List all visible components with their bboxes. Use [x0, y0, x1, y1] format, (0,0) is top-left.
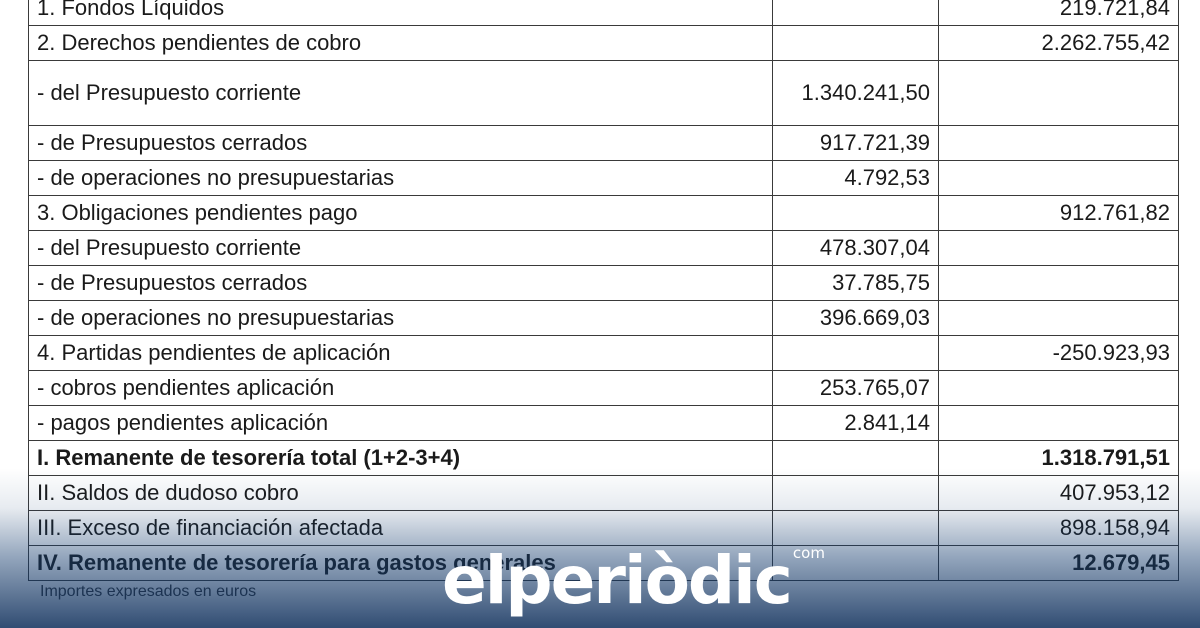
- table-row: 2. Derechos pendientes de cobro 2.262.75…: [28, 25, 1179, 61]
- treasury-table-container: 1. Fondos Líquidos 219.721,84 2. Derecho…: [28, 0, 1179, 581]
- table-row: 3. Obligaciones pendientes pago 912.761,…: [28, 195, 1179, 231]
- row-label: 3. Obligaciones pendientes pago: [28, 195, 773, 231]
- row-total: 1.318.791,51: [938, 440, 1179, 476]
- row-subtotal: 396.669,03: [772, 300, 939, 336]
- table-row: - de operaciones no presupuestarias 4.79…: [28, 160, 1179, 196]
- row-total: [938, 230, 1179, 266]
- row-total: 898.158,94: [938, 510, 1179, 546]
- row-subtotal: [772, 335, 939, 371]
- table-row: - del Presupuesto corriente 478.307,04: [28, 230, 1179, 266]
- row-label: - de operaciones no presupuestarias: [28, 300, 773, 336]
- row-label: - cobros pendientes aplicación: [28, 370, 773, 406]
- table-row: - de Presupuestos cerrados 37.785,75: [28, 265, 1179, 301]
- row-label: - pagos pendientes aplicación: [28, 405, 773, 441]
- row-total: [938, 300, 1179, 336]
- row-subtotal: 2.841,14: [772, 405, 939, 441]
- row-total: [938, 370, 1179, 406]
- logo-tld: com: [792, 544, 825, 562]
- table-row: - del Presupuesto corriente 1.340.241,50: [28, 60, 1179, 126]
- row-subtotal: [772, 0, 939, 26]
- table-row: - de operaciones no presupuestarias 396.…: [28, 300, 1179, 336]
- row-subtotal: 917.721,39: [772, 125, 939, 161]
- table-row: - cobros pendientes aplicación 253.765,0…: [28, 370, 1179, 406]
- elperiodic-logo: elperiòdic com: [442, 542, 825, 619]
- row-label: I. Remanente de tesorería total (1+2-3+4…: [28, 440, 773, 476]
- row-total: 912.761,82: [938, 195, 1179, 231]
- row-total: 407.953,12: [938, 475, 1179, 511]
- table-row: II. Saldos de dudoso cobro 407.953,12: [28, 475, 1179, 511]
- row-subtotal: [772, 475, 939, 511]
- row-label: - de Presupuestos cerrados: [28, 265, 773, 301]
- row-total: -250.923,93: [938, 335, 1179, 371]
- row-label: - de Presupuestos cerrados: [28, 125, 773, 161]
- row-label: - del Presupuesto corriente: [28, 60, 773, 126]
- row-label: II. Saldos de dudoso cobro: [28, 475, 773, 511]
- row-label: - del Presupuesto corriente: [28, 230, 773, 266]
- row-total: [938, 60, 1179, 126]
- row-label: - de operaciones no presupuestarias: [28, 160, 773, 196]
- row-label: 4. Partidas pendientes de aplicación: [28, 335, 773, 371]
- row-subtotal: [772, 25, 939, 61]
- table-row: - de Presupuestos cerrados 917.721,39: [28, 125, 1179, 161]
- row-subtotal: 253.765,07: [772, 370, 939, 406]
- row-subtotal: 37.785,75: [772, 265, 939, 301]
- row-subtotal: 1.340.241,50: [772, 60, 939, 126]
- row-total: [938, 160, 1179, 196]
- row-total: [938, 125, 1179, 161]
- treasury-remainder-table: 1. Fondos Líquidos 219.721,84 2. Derecho…: [28, 0, 1179, 581]
- row-subtotal: [772, 195, 939, 231]
- row-subtotal: 478.307,04: [772, 230, 939, 266]
- table-row: - pagos pendientes aplicación 2.841,14: [28, 405, 1179, 441]
- units-note: Importes expresados en euros: [40, 583, 257, 600]
- table-row: 1. Fondos Líquidos 219.721,84: [28, 0, 1179, 26]
- row-total: [938, 405, 1179, 441]
- logo-wordmark: elperiòdic: [442, 542, 793, 619]
- row-subtotal: [772, 440, 939, 476]
- row-total: 219.721,84: [938, 0, 1179, 26]
- row-label: 2. Derechos pendientes de cobro: [28, 25, 773, 61]
- row-total: 2.262.755,42: [938, 25, 1179, 61]
- row-subtotal: 4.792,53: [772, 160, 939, 196]
- row-label: 1. Fondos Líquidos: [28, 0, 773, 26]
- table-row: III. Exceso de financiación afectada 898…: [28, 510, 1179, 546]
- table-row: 4. Partidas pendientes de aplicación -25…: [28, 335, 1179, 371]
- row-subtotal: [772, 510, 939, 546]
- row-label: III. Exceso de financiación afectada: [28, 510, 773, 546]
- row-total: [938, 265, 1179, 301]
- row-total: 12.679,45: [938, 545, 1179, 581]
- table-row-total: I. Remanente de tesorería total (1+2-3+4…: [28, 440, 1179, 476]
